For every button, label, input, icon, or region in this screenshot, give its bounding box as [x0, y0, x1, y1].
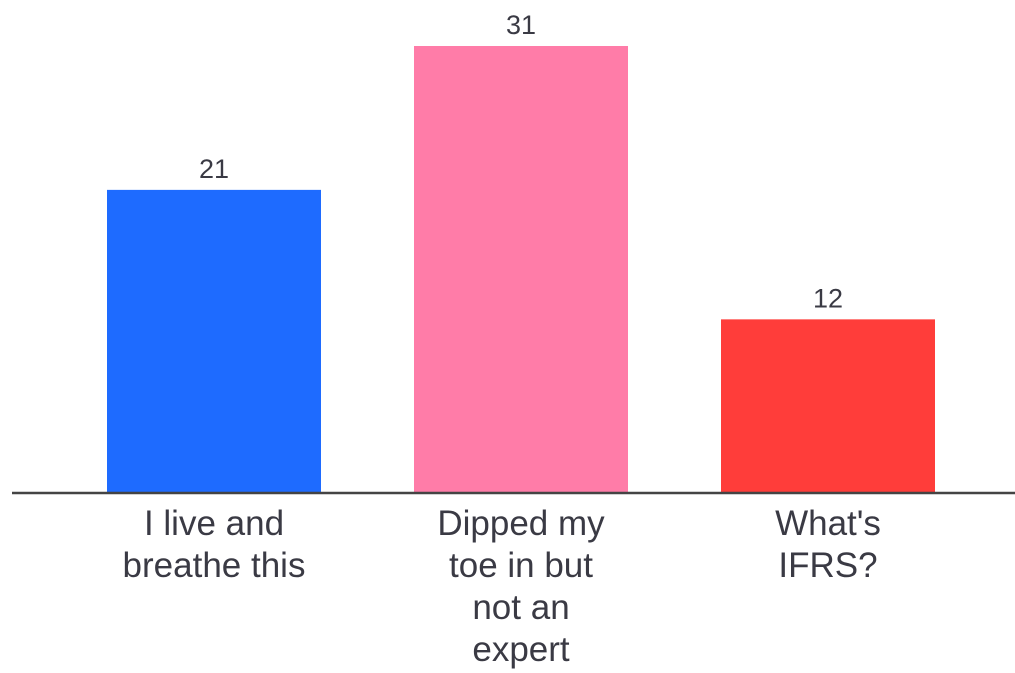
bar-1 — [107, 189, 321, 492]
bars-group — [107, 46, 935, 492]
value-labels-group: 21 31 12 — [199, 10, 843, 313]
bar-2 — [414, 46, 628, 492]
value-label-1: 21 — [199, 154, 229, 184]
value-label-3: 12 — [813, 283, 843, 313]
category-label-3: What's IFRS? — [775, 504, 881, 585]
category-label-2: Dipped my toe in but not an expert — [437, 504, 605, 669]
value-label-2: 31 — [506, 10, 536, 40]
bar-3 — [721, 319, 935, 492]
category-label-1: I live and breathe this — [122, 504, 306, 585]
